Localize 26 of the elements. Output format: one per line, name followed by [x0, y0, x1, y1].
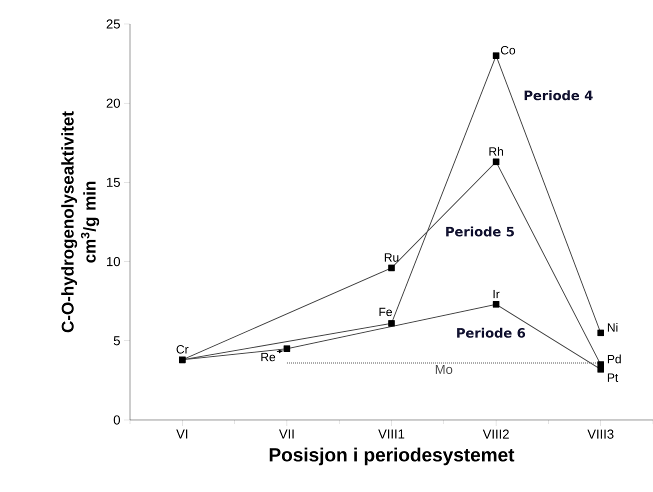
- x-tick-label: VIII1: [378, 430, 404, 438]
- annotation: Cr: [176, 345, 188, 354]
- x-tick-label: VII: [279, 430, 294, 438]
- annotation: Pd: [608, 354, 621, 364]
- annotation: Ru: [384, 253, 398, 262]
- annotation: Re: [261, 352, 276, 362]
- y-tick-label: 10: [107, 256, 120, 266]
- x-axis-title: Posisjon i periodesystemet: [270, 448, 514, 466]
- series-label: Periode 4: [524, 90, 593, 100]
- series-label: Periode 6: [457, 328, 526, 338]
- x-tick-label: VI: [176, 430, 188, 438]
- annotation: Rh: [489, 146, 503, 156]
- y-tick-label: 15: [107, 178, 120, 187]
- annotation: Ni: [608, 322, 618, 332]
- annotation: Ir: [494, 290, 500, 298]
- annotation: Pt: [608, 374, 618, 382]
- x-tick-label: VIII2: [482, 430, 509, 439]
- series-label: Periode 5: [446, 226, 514, 237]
- annotation: Co: [500, 46, 516, 54]
- y-tick-label: 25: [106, 19, 120, 29]
- annotation: Fe: [379, 308, 392, 316]
- y-tick-label: 20: [106, 98, 120, 108]
- series-label: Mo: [436, 364, 452, 374]
- y-tick-label: 5: [114, 336, 120, 346]
- x-tick-label: VIII3: [587, 430, 614, 439]
- y-tick-label: 0: [114, 415, 120, 425]
